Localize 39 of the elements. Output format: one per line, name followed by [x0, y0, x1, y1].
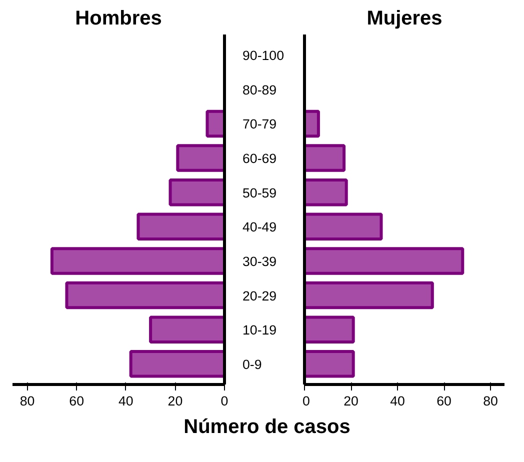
bar [176, 144, 224, 172]
x-tick-label: 20 [168, 394, 183, 408]
bar [206, 110, 224, 138]
y-tick-label: 20-29 [242, 288, 277, 304]
bar [304, 316, 355, 344]
x-tick-label: 80 [20, 394, 35, 408]
y-tick-label: 70-79 [242, 116, 277, 132]
x-tick-label: 80 [483, 394, 498, 408]
bar [304, 350, 355, 378]
x-tick-label: 60 [436, 394, 452, 408]
y-tick-label: 80-89 [242, 82, 277, 98]
bar [129, 350, 224, 378]
bar [304, 110, 320, 138]
x-tick-label: 0 [220, 394, 228, 408]
x-tick-label: 40 [390, 394, 405, 408]
bar [168, 178, 224, 206]
bar [304, 212, 383, 241]
x-tick-label: 40 [118, 394, 134, 408]
bar [65, 281, 224, 310]
bar [136, 212, 224, 241]
y-tick-label: 60-69 [242, 151, 277, 166]
x-tick-label: 60 [69, 394, 84, 408]
chart-title: Hombres [75, 8, 162, 30]
bar [304, 247, 464, 275]
chart-title: Mujeres [366, 8, 442, 30]
y-tick-label: 10-19 [242, 322, 277, 338]
x-axis-title: Número de casos [184, 415, 350, 440]
bar [50, 247, 224, 275]
bar [304, 178, 348, 206]
x-tick-label: 20 [344, 394, 358, 408]
y-tick-label: 30-39 [242, 254, 277, 269]
bar [304, 281, 434, 310]
y-tick-label: 40-49 [242, 220, 277, 235]
y-tick-label: 90-100 [242, 48, 284, 64]
y-tick-label: 50-59 [242, 185, 277, 200]
bar [304, 144, 346, 172]
x-tick-label: 0 [302, 394, 310, 408]
y-tick-label: 0-9 [242, 356, 262, 372]
bar [149, 316, 224, 344]
